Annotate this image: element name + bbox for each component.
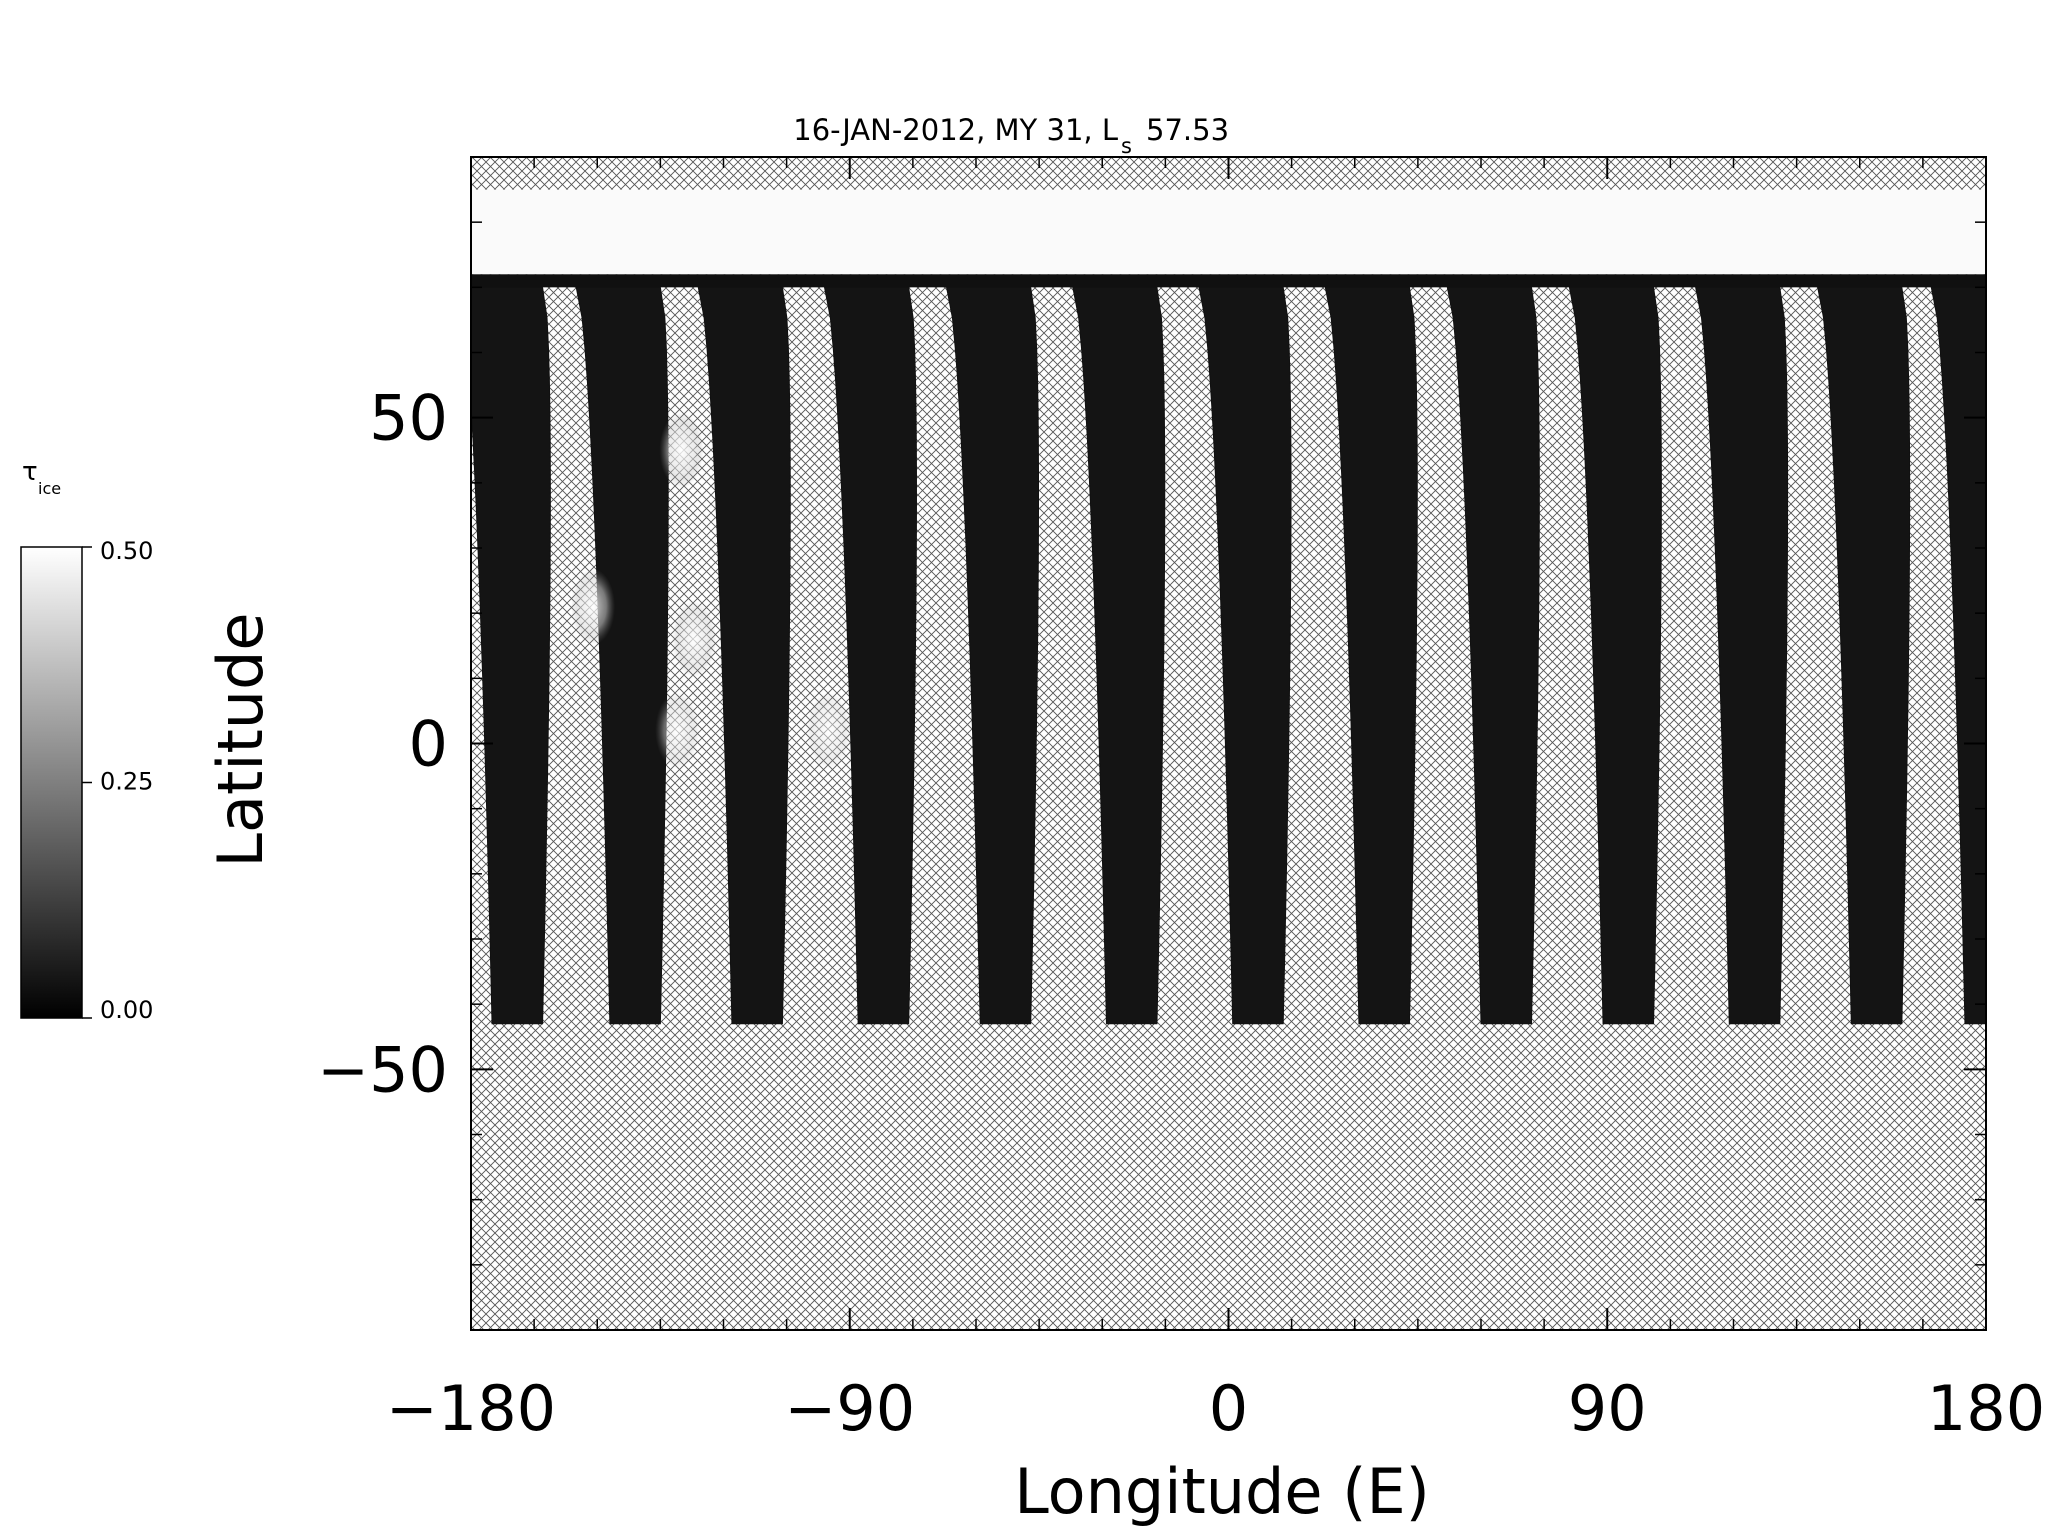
- swath-3: [697, 286, 791, 1025]
- x-axis-label: Longitude (E): [1014, 1455, 1430, 1528]
- cloud-feature-1: [659, 412, 704, 489]
- colorbar-gradient: [20, 546, 83, 1019]
- swath-4: [823, 286, 917, 1025]
- y-axis-label: Latitude: [204, 612, 277, 867]
- swath-7: [1198, 286, 1292, 1025]
- x-tick-label: −180: [386, 1372, 556, 1445]
- cloud-feature-5: [806, 692, 851, 769]
- swath-13: [1930, 286, 1986, 1025]
- x-tick-label: 180: [1927, 1372, 2045, 1445]
- chart-title-value: 57.53: [1146, 113, 1229, 147]
- colorbar-label-subscript: ice: [38, 479, 61, 498]
- x-tick-label: −90: [784, 1372, 915, 1445]
- plot-area: [471, 157, 1986, 1330]
- swath-6: [1072, 286, 1166, 1025]
- cloud-feature-3: [672, 601, 717, 678]
- cloud-feature-2: [571, 568, 616, 645]
- x-tick-label: 90: [1568, 1372, 1647, 1445]
- x-tick-label: 0: [1209, 1372, 1248, 1445]
- colorbar-tick-label: 0.25: [100, 768, 153, 796]
- axes: −180 −90 0 90 180 −50 0 50: [317, 156, 2045, 1445]
- swath-10: [1568, 286, 1662, 1025]
- colorbar-label: τ: [22, 457, 38, 487]
- chart-title-subscript: s: [1121, 134, 1132, 158]
- swath-11: [1695, 286, 1789, 1025]
- polar-cap-band: [471, 189, 1986, 275]
- y-tick-label: 50: [369, 382, 448, 455]
- swath-8: [1324, 286, 1418, 1025]
- colorbar-tick-label: 0.00: [100, 996, 153, 1024]
- colorbar: τ ice 0.00 0.25 0.50: [20, 457, 153, 1024]
- swath-12: [1817, 286, 1911, 1025]
- colorbar-tick-label: 0.50: [100, 537, 153, 565]
- chart-title: 16-JAN-2012, MY 31, L: [793, 113, 1118, 147]
- swath-5: [945, 286, 1040, 1025]
- swath-9: [1446, 286, 1540, 1025]
- y-tick-label: 0: [409, 708, 448, 781]
- cloud-feature-4: [655, 692, 700, 769]
- y-tick-label: −50: [317, 1033, 448, 1106]
- swath-2: [575, 286, 669, 1025]
- north-dark-band: [471, 274, 1986, 288]
- swath-1: [471, 286, 551, 1025]
